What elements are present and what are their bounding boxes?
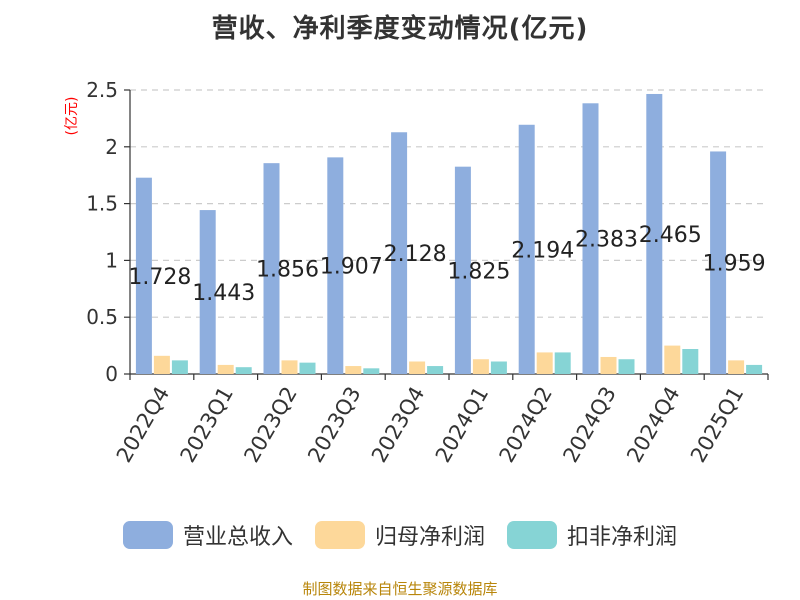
bar-归母净利润-2024Q4[interactable] [664,345,681,374]
y-tick-label: 2.5 [86,78,118,102]
x-tick-label: 2023Q1 [176,383,238,467]
legend-item-net-profit[interactable]: 归母净利润 [314,519,485,551]
bar-扣非净利润-2024Q2[interactable] [554,352,571,374]
bar-扣非净利润-2023Q4[interactable] [427,366,444,374]
bar-营业总收入-2023Q1[interactable] [199,210,216,374]
bar-营业总收入-2023Q4[interactable] [391,132,408,374]
x-tick-label: 2024Q4 [622,383,684,467]
bar-归母净利润-2023Q1[interactable] [217,364,234,374]
x-tick-label: 2023Q4 [367,383,429,467]
y-axis-label: (亿元) [64,97,80,136]
legend-label-revenue: 营业总收入 [182,525,293,550]
legend-item-revenue[interactable]: 营业总收入 [122,519,293,551]
legend-label-net-profit: 归母净利润 [374,525,485,550]
bar-营业总收入-2024Q4[interactable] [646,93,663,374]
data-label: 2.194 [511,238,574,263]
x-tick-label: 2023Q2 [239,383,301,467]
data-label: 2.465 [639,223,702,248]
y-tick-label: 2 [105,135,118,159]
bars [135,93,763,374]
bar-营业总收入-2023Q3[interactable] [327,157,344,374]
bar-扣非净利润-2022Q4[interactable] [171,360,188,374]
data-label: 2.128 [384,242,447,267]
bar-扣非净利润-2025Q1[interactable] [746,364,763,374]
y-tick-label: 0.5 [86,305,118,329]
source-note: 制图数据来自恒生聚源数据库 [302,580,498,598]
y-tick-label: 1 [105,248,118,272]
legend-label-deducted-profit: 扣非净利润 [567,525,678,550]
legend-swatch-net-profit [314,521,365,549]
chart-title: 营收、净利季度变动情况(亿元) [211,14,589,44]
bar-归母净利润-2022Q4[interactable] [153,355,170,374]
data-label: 1.443 [192,281,255,306]
bar-归母净利润-2024Q2[interactable] [536,352,553,374]
legend: 营业总收入 归母净利润 扣非净利润 [0,519,800,551]
data-label: 1.907 [320,255,383,280]
bar-扣非净利润-2023Q2[interactable] [299,362,316,374]
y-tick-label: 1.5 [86,192,118,216]
bar-扣非净利润-2024Q3[interactable] [618,359,635,374]
bar-营业总收入-2024Q2[interactable] [518,124,535,374]
bar-营业总收入-2024Q1[interactable] [454,166,471,374]
bar-扣非净利润-2023Q1[interactable] [235,367,252,374]
x-tick-label: 2023Q3 [303,383,365,467]
legend-swatch-revenue [122,521,173,549]
data-label: 2.383 [575,228,638,253]
bar-营业总收入-2024Q3[interactable] [582,103,599,374]
legend-item-deducted-profit[interactable]: 扣非净利润 [507,519,677,551]
x-tick-label: 2024Q3 [558,383,620,467]
bar-营业总收入-2023Q2[interactable] [263,163,280,374]
legend-swatch-deducted-profit [507,521,557,549]
bar-归母净利润-2023Q3[interactable] [345,366,362,374]
data-label: 1.728 [128,265,191,290]
bar-扣非净利润-2023Q3[interactable] [363,368,380,374]
data-label: 1.825 [447,259,510,284]
bar-归母净利润-2023Q4[interactable] [409,361,426,374]
bar-营业总收入-2022Q4[interactable] [135,177,152,374]
bar-扣非净利润-2024Q4[interactable] [682,349,699,374]
x-tick-label: 2025Q1 [686,383,748,467]
bar-归母净利润-2024Q3[interactable] [600,356,617,374]
bar-扣非净利润-2024Q1[interactable] [490,361,507,374]
x-tick-label: 2022Q4 [112,383,174,467]
data-label: 1.856 [256,258,319,283]
data-label: 1.959 [703,252,766,277]
x-tick-label: 2024Q2 [495,383,557,467]
y-tick-label: 0 [105,362,118,386]
bar-归母净利润-2023Q2[interactable] [281,360,298,374]
bar-营业总收入-2025Q1[interactable] [710,151,727,374]
x-tick-label: 2024Q1 [431,383,493,467]
bar-归母净利润-2025Q1[interactable] [728,360,745,374]
bar-归母净利润-2024Q1[interactable] [472,359,489,374]
